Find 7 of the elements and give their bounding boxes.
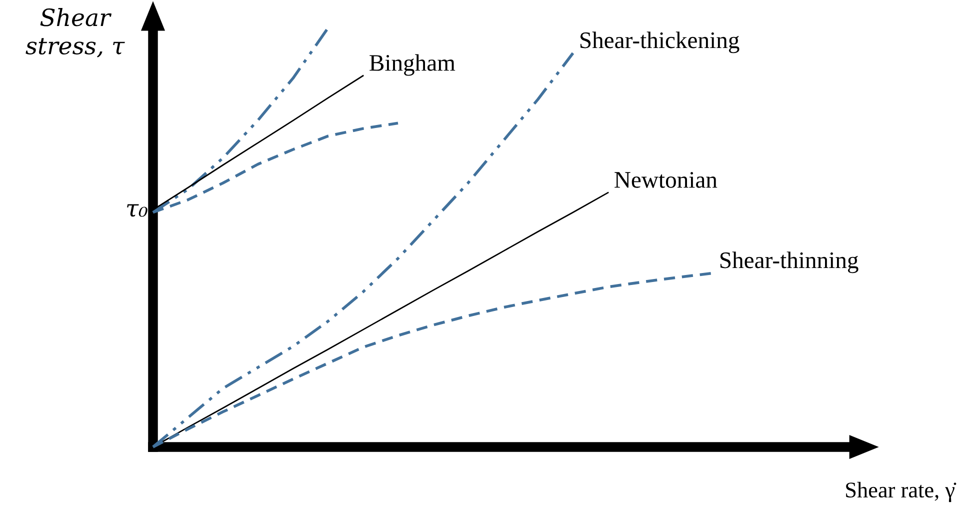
- series-label: Newtonian: [614, 172, 718, 188]
- series-label: Shear-thinning: [720, 252, 858, 274]
- text: Shear rate, γ̇: [846, 482, 956, 502]
- y-axis-title: Shear stress, τ: [26, 8, 125, 58]
- series-label: Shear-thickening: [580, 32, 740, 54]
- annotation: τ₀: [127, 204, 148, 217]
- series-label: Bingham: [370, 54, 456, 76]
